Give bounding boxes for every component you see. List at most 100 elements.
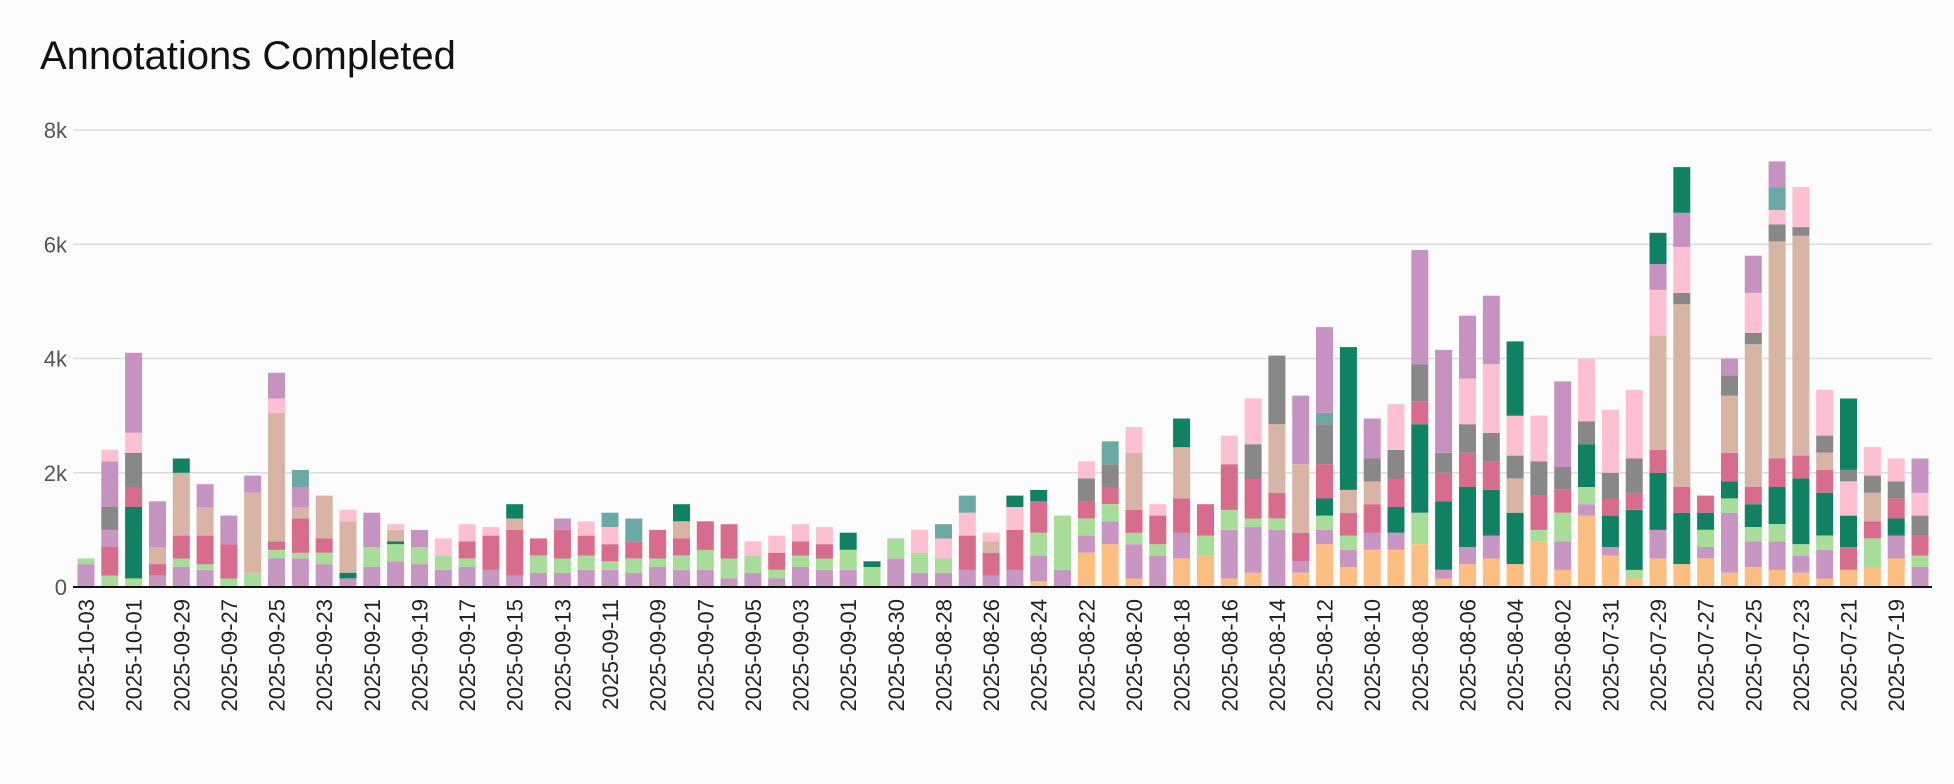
bar-stack	[1721, 358, 1738, 587]
bar-segment	[1363, 418, 1381, 459]
bar-segment	[1339, 535, 1357, 550]
bar-segment	[1768, 458, 1786, 488]
bar-segment	[1601, 547, 1619, 556]
bar-segment	[125, 578, 143, 587]
bar-segment	[1244, 518, 1262, 528]
bar-stack	[1459, 315, 1476, 587]
x-tick-label: 2025-07-23	[1789, 599, 1814, 712]
x-tick-label: 2025-09-01	[836, 599, 861, 712]
bar-segment	[768, 578, 786, 587]
bar-segment	[1649, 558, 1667, 587]
bar-segment	[1816, 469, 1834, 493]
x-tick-label: 2025-09-07	[693, 599, 718, 712]
x-tick-label: 2025-08-14	[1265, 599, 1290, 712]
bar-segment	[506, 504, 524, 519]
bar-segment	[1911, 535, 1929, 556]
bar-segment	[839, 532, 857, 550]
bar-segment	[1530, 529, 1548, 542]
bar-stack	[1768, 161, 1786, 587]
x-tick-label: 2025-09-11	[598, 599, 623, 710]
bar-segment	[244, 492, 262, 573]
bar-segment	[1554, 541, 1572, 570]
bar-segment	[291, 469, 309, 487]
bar-segment	[601, 527, 619, 545]
bar-stack	[125, 352, 143, 587]
bar-segment	[458, 567, 476, 587]
bar-segment	[101, 449, 119, 462]
bar-segment	[101, 547, 119, 576]
bar-stack	[673, 504, 690, 587]
bar-segment	[1530, 461, 1548, 496]
bar-segment	[1101, 504, 1119, 522]
bar-segment	[1292, 561, 1310, 573]
bar-segment	[1601, 515, 1619, 547]
bar-segment	[792, 524, 809, 542]
x-tick-label: 2025-09-05	[741, 599, 766, 712]
x-tick-label: 2025-09-03	[789, 599, 814, 712]
bar-segment	[1006, 495, 1024, 507]
bar-segment	[815, 569, 833, 587]
bar-stack	[1506, 341, 1524, 587]
y-axis-ticks: 0 2k 4k 6k 8k	[44, 118, 68, 600]
bar-segment	[1840, 547, 1857, 570]
bar-segment	[101, 461, 119, 507]
x-tick-label: 2025-08-04	[1503, 599, 1528, 712]
bar-segment	[1459, 564, 1476, 587]
bar-segment	[1601, 498, 1619, 516]
bar-segment	[982, 532, 1000, 542]
bar-stack	[244, 475, 262, 587]
bar-segment	[1197, 555, 1214, 587]
bar-stack	[1316, 327, 1333, 587]
bar-segment	[434, 555, 452, 570]
x-tick-label: 2025-09-21	[360, 599, 385, 712]
bar-segment	[268, 398, 285, 413]
x-tick-label: 2025-08-26	[979, 599, 1004, 712]
bar-segment	[172, 535, 190, 559]
bar-segment	[1244, 527, 1262, 573]
bar-segment	[1887, 535, 1905, 559]
bar-segment	[1554, 381, 1572, 468]
bar-segment	[1482, 489, 1500, 536]
bar-segment	[411, 529, 428, 547]
bar-segment	[1339, 567, 1357, 587]
bar-segment	[625, 541, 643, 559]
bar-segment	[530, 555, 547, 573]
bar-segment	[1601, 555, 1619, 587]
bar-segment	[1911, 567, 1929, 587]
bar-segment	[1197, 535, 1214, 556]
bar-stack	[1387, 404, 1405, 587]
bar-segment	[220, 515, 238, 545]
bar-segment	[530, 572, 547, 587]
bar-segment	[815, 527, 833, 545]
bar-segment	[1339, 512, 1357, 536]
bar-stack	[1482, 295, 1500, 587]
bar-segment	[1887, 558, 1905, 587]
bar-stack	[958, 495, 976, 587]
bar-segment	[1482, 364, 1500, 433]
bar-stack	[1149, 504, 1167, 587]
y-tick-label: 6k	[44, 232, 68, 257]
bar-segment	[1649, 232, 1667, 265]
bar-segment	[1506, 341, 1524, 416]
bar-segment	[1292, 532, 1310, 562]
bar-segment	[1149, 555, 1167, 587]
bar-segment	[387, 544, 405, 562]
bar-segment	[1411, 424, 1429, 513]
bar-segment	[506, 529, 524, 576]
bar-segment	[601, 512, 619, 527]
bar-segment	[1387, 449, 1405, 479]
bar-segment	[1387, 404, 1405, 450]
bar-segment	[601, 561, 619, 570]
bar-segment	[673, 569, 690, 587]
bar-stack	[1292, 395, 1310, 587]
bar-segment	[1744, 541, 1762, 567]
bar-segment	[1887, 498, 1905, 519]
bar-segment	[601, 544, 619, 562]
x-tick-label: 2025-08-10	[1360, 599, 1385, 712]
y-tick-label: 4k	[44, 347, 68, 372]
bar-stack	[1435, 349, 1453, 587]
bar-segment	[1863, 521, 1881, 539]
bar-segment	[363, 547, 381, 567]
bar-segment	[553, 529, 571, 559]
